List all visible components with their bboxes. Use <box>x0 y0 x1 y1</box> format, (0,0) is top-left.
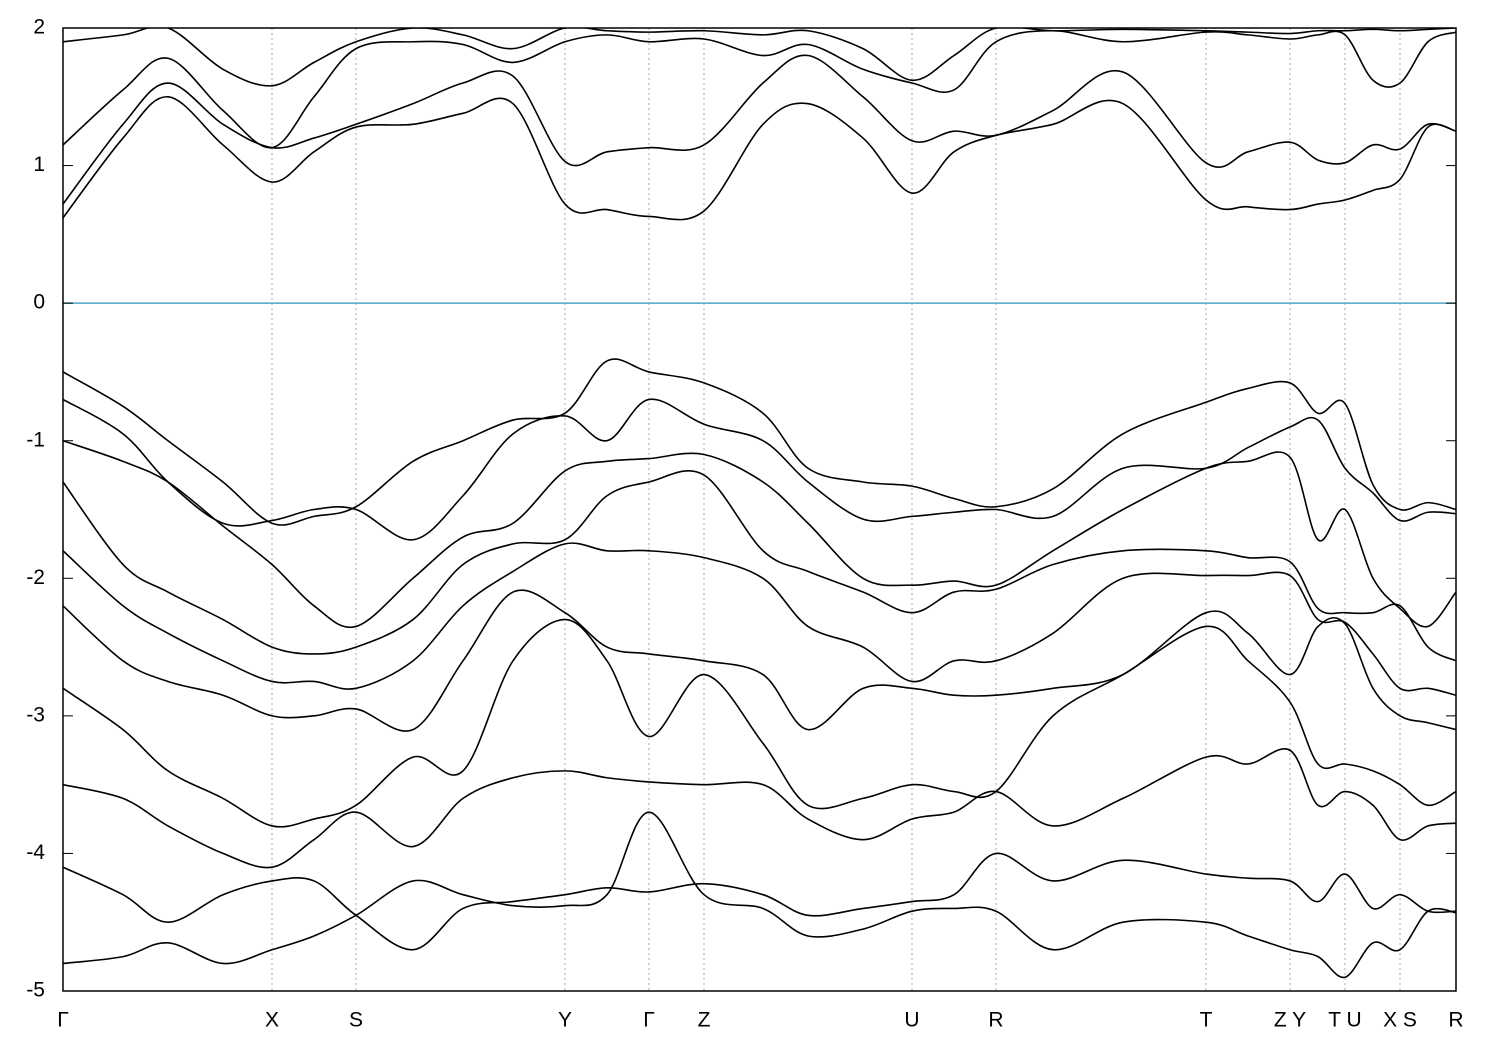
y-tick-label: -1 <box>26 428 45 451</box>
band-line <box>63 439 1456 629</box>
x-tick-label: U <box>904 1009 919 1032</box>
x-tick-label: R <box>988 1009 1003 1032</box>
x-tick-label: S <box>349 1009 363 1032</box>
band-line <box>63 542 1456 696</box>
x-tick-label: T U <box>1328 1009 1361 1032</box>
band-line <box>63 29 1456 149</box>
plot-frame <box>62 27 1457 992</box>
x-tick-label: Z Y <box>1274 1009 1306 1032</box>
y-tick-label: -3 <box>26 703 45 726</box>
grid <box>271 28 1401 991</box>
band-line <box>63 398 1456 541</box>
y-tick-label: -5 <box>26 979 45 1002</box>
band-line <box>63 95 1456 221</box>
x-tick-label: X <box>265 1009 279 1032</box>
x-tick-label: X S <box>1383 1009 1417 1032</box>
band-line <box>63 54 1456 205</box>
y-tick-label: -4 <box>26 841 45 864</box>
x-tick-label: Γ <box>57 1009 69 1032</box>
band-line <box>63 748 1456 869</box>
band-line <box>63 358 1456 526</box>
y-tick-label: 1 <box>33 153 45 176</box>
y-tick-label: 0 <box>33 291 45 314</box>
x-tick-label: Y <box>558 1009 572 1032</box>
band-line <box>63 589 1456 732</box>
y-tick-label: -2 <box>26 566 45 589</box>
x-tick-label: Γ <box>643 1009 655 1032</box>
x-tick-label: T <box>1200 1009 1213 1032</box>
y-tick-label: 2 <box>33 16 45 39</box>
band-line <box>63 852 1456 951</box>
x-tick-label: Z <box>698 1009 711 1032</box>
band-line <box>63 811 1456 979</box>
band-line <box>63 470 1456 662</box>
band-line <box>63 28 1456 87</box>
bands <box>63 28 1456 979</box>
x-tick-label: R <box>1448 1009 1463 1032</box>
labels: -5 -4 -3 -2 -1 0 1 2 Γ X S Y Γ Z U R T Z Y T U X S R <box>26 16 1463 1032</box>
band-line <box>63 618 1456 828</box>
